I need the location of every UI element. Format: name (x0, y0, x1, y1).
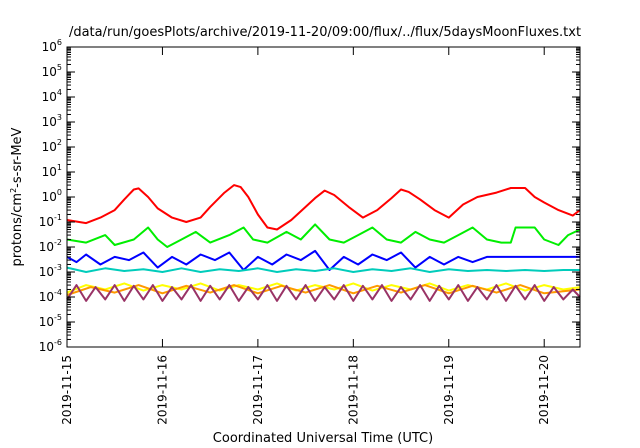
y-tick-base: 10 (39, 340, 54, 354)
y-tick-exp: 4 (57, 88, 62, 97)
y-tick-label: 10-2 (39, 238, 62, 254)
y-tick-label: 10-1 (39, 213, 62, 229)
y-axis-title-rest: -s-sr-MeV (10, 127, 25, 187)
y-tick-exp: 3 (57, 113, 62, 122)
y-tick-label: 10-3 (39, 263, 62, 279)
series-layer (66, 184, 581, 302)
x-tick-label: 2019-11-20 (537, 355, 551, 425)
y-tick-exp: 5 (57, 63, 62, 72)
y-axis-title-sup: 2 (9, 188, 18, 193)
series-line-4 (66, 266, 580, 273)
x-tick-label: 2019-11-18 (346, 355, 360, 425)
y-tick-exp: -5 (54, 313, 62, 322)
y-tick-exp: -2 (54, 238, 62, 247)
plot-frame (66, 46, 581, 348)
y-tick-exp: -1 (54, 213, 62, 222)
x-tick-label: 2019-11-16 (155, 355, 169, 425)
y-tick-label: 104 (42, 88, 62, 104)
x-axis: 2019-11-15 2019-11-16 2019-11-17 2019-11-18… (60, 47, 551, 425)
y-tick-base: 10 (42, 40, 57, 54)
series-line-1 (66, 184, 581, 231)
y-tick-base: 10 (42, 140, 57, 154)
x-tick-label: 2019-11-19 (442, 355, 456, 425)
y-tick-label: 10-4 (39, 288, 62, 304)
y-tick-base: 10 (39, 315, 54, 329)
y-tick-base: 10 (39, 265, 54, 279)
y-tick-label: 103 (42, 113, 62, 129)
y-tick-base: 10 (42, 115, 57, 129)
series-line-3 (66, 249, 580, 271)
series-line-7 (66, 284, 581, 302)
y-tick-exp: 6 (57, 38, 62, 47)
y-tick-label: 101 (42, 163, 62, 179)
y-tick-base: 10 (42, 190, 57, 204)
y-tick-base: 10 (39, 290, 54, 304)
y-tick-label: 106 (42, 38, 62, 54)
x-axis-title: Coordinated Universal Time (UTC) (213, 431, 433, 446)
y-tick-label: 100 (42, 188, 62, 204)
y-tick-label: 102 (42, 138, 62, 154)
x-tick-label: 2019-11-15 (60, 355, 74, 425)
y-tick-exp: 1 (57, 163, 62, 172)
y-tick-exp: 2 (57, 138, 62, 147)
y-tick-base: 10 (39, 215, 54, 229)
y-tick-label: 10-6 (39, 338, 62, 354)
y-tick-base: 10 (42, 65, 57, 79)
chart-title: /data/run/goesPlots/archive/2019-11-20/0… (69, 25, 581, 40)
y-tick-exp: 0 (57, 188, 62, 197)
y-axis: 10610510410310210110010-110-210-310-410-… (39, 38, 580, 354)
y-tick-base: 10 (39, 240, 54, 254)
y-axis-title-base: protons/cm (10, 193, 25, 267)
y-axis-title: protons/cm2-s-sr-MeV (9, 127, 25, 266)
y-tick-label: 10-5 (39, 313, 62, 329)
x-tick-label: 2019-11-17 (251, 355, 265, 425)
y-tick-label: 105 (42, 63, 62, 79)
y-tick-base: 10 (42, 90, 57, 104)
y-tick-base: 10 (42, 165, 57, 179)
series-line-2 (66, 223, 581, 248)
y-tick-exp: -6 (54, 338, 62, 347)
y-tick-exp: -3 (54, 263, 62, 272)
y-tick-exp: -4 (54, 288, 62, 297)
